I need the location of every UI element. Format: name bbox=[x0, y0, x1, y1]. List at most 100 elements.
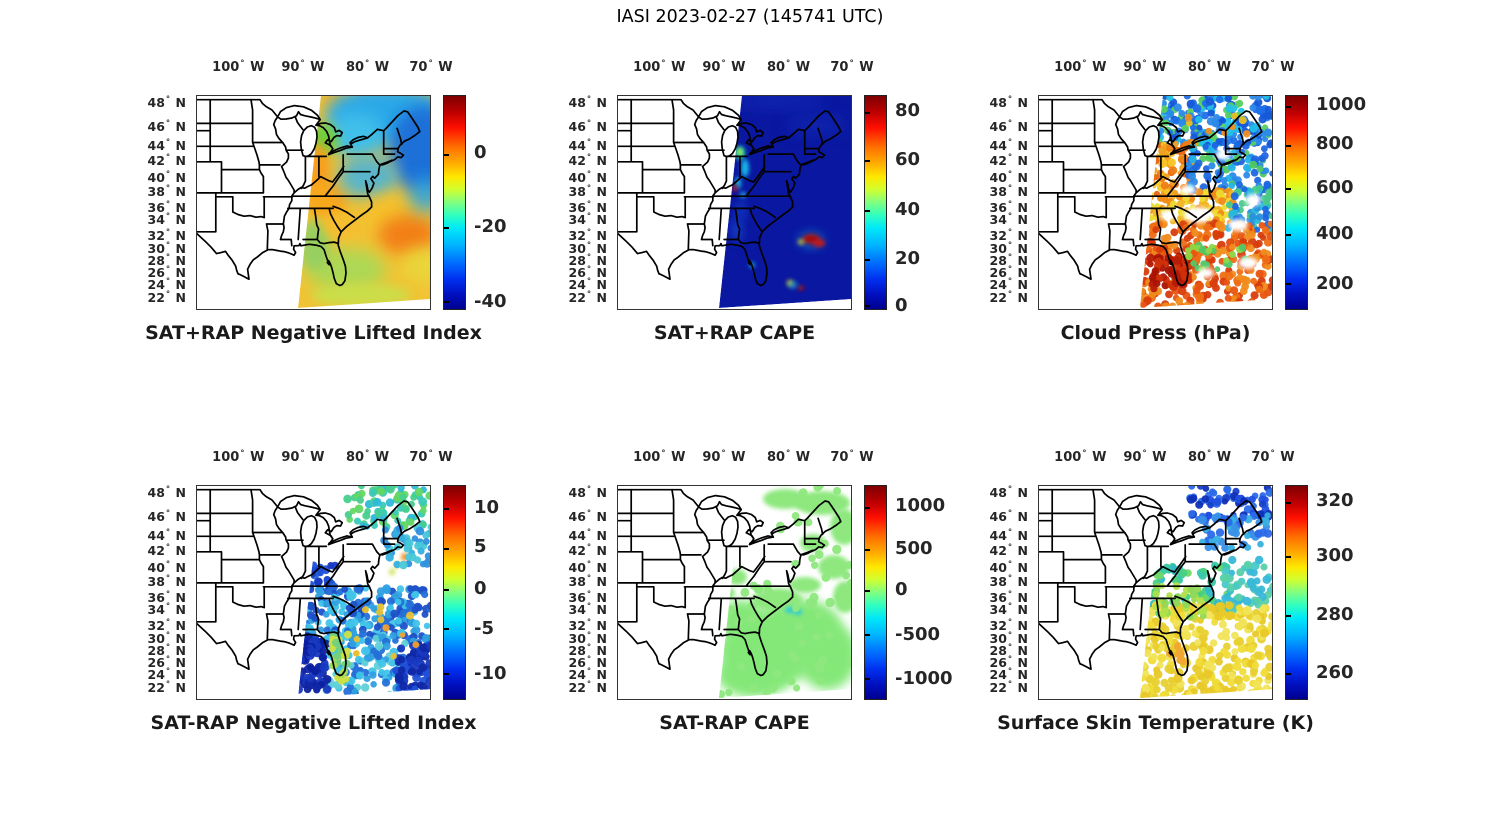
colorbar-tick-label: 800 bbox=[1316, 133, 1354, 155]
panel-satrap-nli: 100° W 90° W 80° W 70° W 48° N 46° N 44° N 42° … bbox=[136, 59, 544, 360]
lat-axis-label: 26° N bbox=[568, 265, 607, 281]
colorbar-tick-label: 400 bbox=[1316, 223, 1354, 245]
map-sat-minus-rap-cape bbox=[617, 485, 852, 700]
lat-axis-label: 46° N bbox=[147, 508, 186, 524]
colorbar-tick bbox=[1286, 672, 1291, 675]
colorbar-tick-label: 600 bbox=[1316, 176, 1354, 198]
colorbar-tick-label: 10 bbox=[474, 496, 500, 518]
colorbar-tick-label: -500 bbox=[895, 623, 941, 645]
lat-axis-label: 30° N bbox=[989, 240, 1028, 256]
colorbar-tick bbox=[444, 508, 449, 511]
lon-axis-label: 100° W bbox=[633, 59, 686, 75]
lon-axis-label: 100° W bbox=[212, 449, 265, 465]
panel-sat-minus-rap-cape: 100° W 90° W 80° W 70° W 48° N 46° N 44° N 42° … bbox=[557, 449, 965, 750]
lat-axis-label: 30° N bbox=[147, 240, 186, 256]
lat-axis-label: 30° N bbox=[989, 630, 1028, 646]
lat-axis-label: 22° N bbox=[989, 290, 1028, 306]
colorbar-tick bbox=[1286, 106, 1291, 108]
panel-title-satrap-cape: SAT+RAP CAPE bbox=[653, 322, 816, 344]
lat-axis-label: 22° N bbox=[989, 680, 1028, 696]
colorbar-tick bbox=[865, 549, 870, 552]
lat-axis-label: 42° N bbox=[568, 152, 607, 168]
lat-axis-label: 40° N bbox=[989, 169, 1028, 185]
lon-axis-label: 80° W bbox=[766, 59, 811, 75]
lat-axis-label: 38° N bbox=[989, 183, 1028, 199]
lat-axis-label: 28° N bbox=[147, 642, 186, 658]
lat-axis-label: 42° N bbox=[147, 542, 186, 558]
lat-axis-label: 44° N bbox=[989, 137, 1028, 153]
state-borders bbox=[196, 488, 421, 677]
lat-axis-label: 40° N bbox=[989, 559, 1028, 575]
lat-axis-label: 22° N bbox=[147, 290, 186, 306]
colorbar-tick-label: 1000 bbox=[1316, 94, 1367, 116]
lat-axis-label: 40° N bbox=[147, 559, 186, 575]
lon-axis-label: 90° W bbox=[1123, 449, 1167, 465]
panel-title-cloud-press: Cloud Press (hPa) bbox=[1060, 322, 1251, 344]
colorbar-satrap-nli bbox=[443, 95, 466, 310]
lon-axis-label: 90° W bbox=[281, 449, 325, 465]
colorbar-tick-label: -20 bbox=[474, 216, 507, 237]
panel-title-sat-minus-rap-nli: SAT-RAP Negative Lifted Index bbox=[150, 712, 477, 734]
lat-axis-label: 44° N bbox=[147, 527, 186, 543]
state-borders bbox=[1038, 488, 1263, 677]
lat-axis-label: 48° N bbox=[568, 95, 607, 111]
lat-axis-label: 48° N bbox=[147, 95, 186, 111]
lon-axis-label: 80° W bbox=[1187, 449, 1232, 465]
lat-axis-label: 32° N bbox=[147, 618, 186, 634]
lat-axis-label: 28° N bbox=[989, 642, 1028, 658]
lat-axis-label: 44° N bbox=[147, 137, 186, 153]
colorbar-tick bbox=[865, 111, 870, 114]
panel-surface-skin-temp: 100° W 90° W 80° W 70° W 48° N 46° N 44° N 42° … bbox=[978, 449, 1386, 750]
lat-axis-label: 36° N bbox=[989, 590, 1028, 606]
panel-title-satrap-nli: SAT+RAP Negative Lifted Index bbox=[145, 322, 482, 344]
lon-axis-label: 90° W bbox=[281, 59, 325, 75]
lon-axis-label: 80° W bbox=[1187, 59, 1232, 75]
colorbar-tick bbox=[865, 304, 870, 307]
lat-axis-label: 46° N bbox=[989, 118, 1028, 134]
lat-axis-label: 30° N bbox=[568, 630, 607, 646]
colorbar-tick bbox=[865, 590, 870, 593]
panel-title-sat-minus-rap-cape: SAT-RAP CAPE bbox=[659, 712, 810, 734]
lat-axis-label: 38° N bbox=[568, 183, 607, 199]
colorbar-tick bbox=[1286, 615, 1291, 618]
colorbar-tick bbox=[1286, 144, 1291, 147]
lon-axis-label: 100° W bbox=[633, 449, 686, 465]
lat-axis-label: 26° N bbox=[147, 265, 186, 281]
lat-axis-label: 34° N bbox=[568, 212, 607, 228]
colorbar-tick bbox=[444, 588, 449, 591]
colorbar-tick bbox=[444, 301, 449, 304]
lon-axis-label: 70° W bbox=[830, 59, 874, 75]
colorbar-tick bbox=[444, 673, 449, 676]
lat-axis-label: 44° N bbox=[568, 137, 607, 153]
lon-axis-label: 80° W bbox=[345, 449, 390, 465]
lat-axis-label: 36° N bbox=[568, 590, 607, 606]
colorbar-tick bbox=[865, 209, 870, 212]
lat-axis-label: 48° N bbox=[568, 485, 607, 501]
figure-title: IASI 2023-02-27 (145741 UTC) bbox=[616, 7, 884, 27]
lat-axis-label: 48° N bbox=[989, 485, 1028, 501]
lon-axis-label: 90° W bbox=[702, 59, 746, 75]
colorbar-tick bbox=[865, 258, 870, 261]
panel-sat-minus-rap-nli: 100° W 90° W 80° W 70° W 48° N 46° N 44° N 42° … bbox=[136, 449, 544, 750]
colorbar-tick-label: 40 bbox=[895, 199, 921, 221]
colorbar-tick bbox=[1286, 501, 1291, 504]
lat-axis-label: 24° N bbox=[989, 277, 1028, 293]
lon-axis-label: 70° W bbox=[1251, 449, 1295, 465]
colorbar-tick bbox=[1286, 234, 1291, 237]
colorbar-tick-label: 280 bbox=[1316, 604, 1354, 626]
map-satrap-cape bbox=[617, 95, 852, 310]
axes-box bbox=[617, 485, 852, 700]
lat-axis-label: 32° N bbox=[989, 228, 1028, 244]
map-satrap-nli bbox=[196, 95, 431, 310]
colorbar-sat-minus-rap-nli bbox=[443, 485, 466, 700]
lat-axis-label: 28° N bbox=[568, 252, 607, 268]
axes-box bbox=[196, 485, 431, 700]
colorbar-tick-label: 80 bbox=[895, 100, 921, 122]
colorbar-tick bbox=[444, 226, 449, 229]
colorbar-tick-label: -40 bbox=[474, 291, 507, 313]
lon-axis-label: 70° W bbox=[409, 59, 453, 75]
colorbar-tick-label: -5 bbox=[474, 617, 494, 639]
colorbar-tick-label: -1000 bbox=[895, 667, 953, 689]
lat-axis-label: 42° N bbox=[989, 542, 1028, 558]
lat-axis-label: 26° N bbox=[568, 655, 607, 671]
